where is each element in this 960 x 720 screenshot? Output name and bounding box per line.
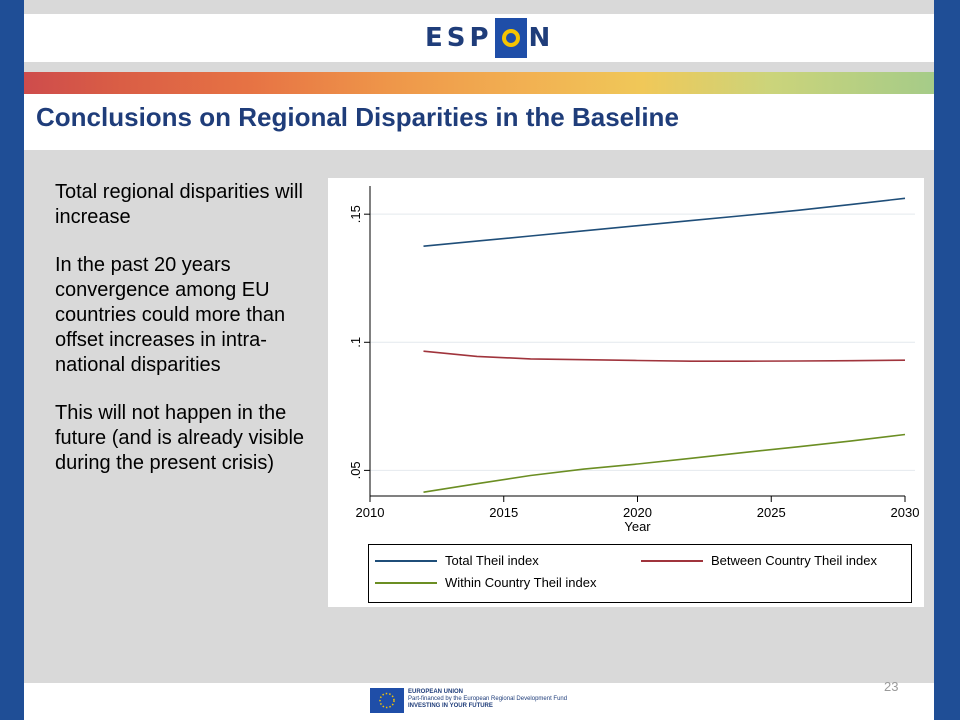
legend-swatch-total	[375, 559, 437, 562]
legend-swatch-within	[375, 581, 437, 584]
page-number: 23	[884, 679, 899, 694]
logo-text-left: ESP	[425, 23, 493, 53]
legend-label-total: Total Theil index	[445, 553, 539, 568]
logo-text-right: N	[528, 23, 555, 53]
eu-line-3: INVESTING IN YOUR FUTURE	[408, 703, 493, 709]
chart-panel	[328, 178, 924, 607]
title-band	[24, 94, 934, 150]
legend-swatch-between	[641, 559, 703, 562]
legend-item-within: Within Country Theil index	[375, 575, 597, 590]
legend-item-total: Total Theil index	[375, 553, 539, 568]
eu-funding-text: EUROPEAN UNION Part-financed by the Euro…	[408, 689, 567, 710]
legend-label-within: Within Country Theil index	[445, 575, 597, 590]
map-strip-decoration	[24, 72, 934, 94]
bullet-1: Total regional disparities will increase	[55, 181, 303, 228]
eu-line-2: Part-financed by the European Regional D…	[408, 696, 568, 702]
legend-item-between: Between Country Theil index	[641, 553, 877, 568]
left-side-bar	[0, 0, 24, 720]
eu-flag-icon	[370, 688, 404, 713]
chart-legend: Total Theil index Between Country Theil …	[368, 544, 912, 603]
eu-line-1: EUROPEAN UNION	[408, 689, 464, 695]
footer-band	[24, 683, 934, 720]
header-band	[24, 14, 934, 62]
right-side-bar	[934, 0, 960, 720]
espon-logo: ESP N	[425, 18, 554, 58]
bullet-3: This will not happen in the future (and …	[55, 402, 305, 474]
legend-label-between: Between Country Theil index	[711, 553, 877, 568]
bullet-text-block: Total regional disparities will increase…	[55, 180, 313, 499]
bullet-2: In the past 20 years convergence among E…	[55, 254, 286, 376]
slide-title: Conclusions on Regional Disparities in t…	[36, 102, 679, 132]
eu-stars-icon	[494, 18, 527, 58]
